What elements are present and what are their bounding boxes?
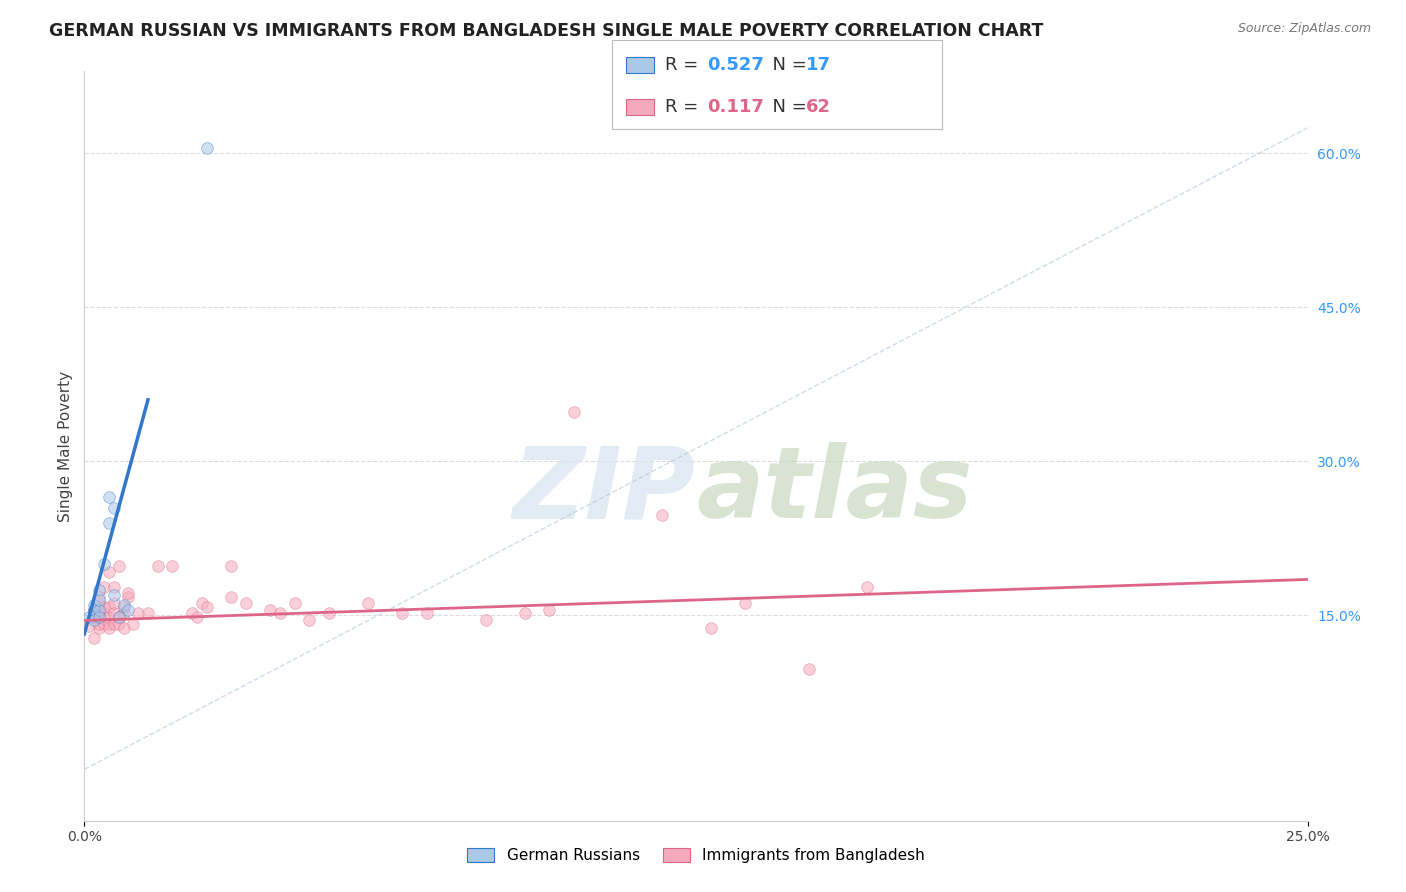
- Point: [97, 566, 120, 580]
- Point: [93, 607, 115, 621]
- Point: [117, 590, 139, 604]
- Point: [284, 596, 307, 610]
- Point: [103, 588, 125, 602]
- Point: [117, 603, 139, 617]
- Point: [87, 603, 110, 617]
- Text: 62: 62: [806, 98, 831, 116]
- Text: 0.527: 0.527: [707, 56, 763, 74]
- Point: [699, 621, 721, 635]
- Point: [191, 596, 214, 610]
- Point: [112, 600, 135, 615]
- Point: [83, 610, 105, 624]
- Point: [538, 603, 561, 617]
- Point: [107, 559, 129, 574]
- Point: [103, 596, 125, 610]
- Point: [651, 508, 673, 522]
- Point: [195, 141, 218, 155]
- Point: [562, 405, 585, 419]
- Point: [112, 607, 135, 621]
- Text: 17: 17: [806, 56, 831, 74]
- Text: ZIP: ZIP: [513, 442, 696, 540]
- Point: [83, 603, 105, 617]
- Point: [97, 616, 120, 631]
- Point: [513, 607, 536, 621]
- Point: [97, 621, 120, 635]
- Point: [97, 610, 120, 624]
- Point: [357, 596, 380, 610]
- Point: [117, 586, 139, 600]
- Point: [162, 559, 184, 574]
- Point: [136, 607, 159, 621]
- Point: [474, 614, 496, 628]
- Point: [181, 607, 204, 621]
- Text: R =: R =: [665, 56, 704, 74]
- Point: [318, 607, 340, 621]
- Point: [83, 631, 105, 645]
- Point: [195, 600, 218, 615]
- Point: [219, 559, 242, 574]
- Point: [87, 582, 110, 597]
- Point: [186, 610, 208, 624]
- Point: [83, 598, 105, 612]
- Point: [103, 607, 125, 621]
- Point: [107, 610, 129, 624]
- Point: [127, 607, 149, 621]
- Text: atlas: atlas: [696, 442, 973, 540]
- Point: [416, 607, 439, 621]
- Text: Source: ZipAtlas.com: Source: ZipAtlas.com: [1237, 22, 1371, 36]
- Text: R =: R =: [665, 98, 710, 116]
- Point: [219, 590, 242, 604]
- Point: [298, 614, 321, 628]
- Point: [83, 603, 105, 617]
- Point: [87, 596, 110, 610]
- Point: [93, 557, 115, 571]
- Point: [107, 610, 129, 624]
- Point: [83, 603, 105, 617]
- Point: [77, 610, 100, 624]
- Point: [93, 580, 115, 594]
- Text: GERMAN RUSSIAN VS IMMIGRANTS FROM BANGLADESH SINGLE MALE POVERTY CORRELATION CHA: GERMAN RUSSIAN VS IMMIGRANTS FROM BANGLA…: [49, 22, 1043, 40]
- Point: [87, 590, 110, 604]
- Point: [122, 616, 145, 631]
- Point: [856, 580, 879, 594]
- Point: [797, 662, 820, 676]
- Point: [103, 500, 125, 515]
- Point: [97, 600, 120, 615]
- Point: [87, 608, 110, 623]
- Point: [93, 600, 115, 615]
- Point: [107, 616, 129, 631]
- Point: [83, 610, 105, 624]
- Text: N =: N =: [761, 56, 813, 74]
- Point: [87, 621, 110, 635]
- Point: [87, 610, 110, 624]
- Point: [87, 610, 110, 624]
- Legend: German Russians, Immigrants from Bangladesh: German Russians, Immigrants from Banglad…: [461, 842, 931, 869]
- Point: [391, 607, 413, 621]
- Point: [734, 596, 756, 610]
- Point: [103, 616, 125, 631]
- Point: [97, 491, 120, 505]
- Point: [112, 598, 135, 612]
- Y-axis label: Single Male Poverty: Single Male Poverty: [58, 370, 73, 522]
- Point: [146, 559, 169, 574]
- Point: [112, 621, 135, 635]
- Point: [77, 618, 100, 632]
- Point: [97, 516, 120, 530]
- Point: [83, 614, 105, 628]
- Text: N =: N =: [761, 98, 813, 116]
- Point: [235, 596, 257, 610]
- Point: [103, 580, 125, 594]
- Point: [87, 616, 110, 631]
- Text: 0.117: 0.117: [707, 98, 763, 116]
- Point: [87, 593, 110, 607]
- Point: [259, 603, 281, 617]
- Point: [93, 616, 115, 631]
- Point: [269, 607, 291, 621]
